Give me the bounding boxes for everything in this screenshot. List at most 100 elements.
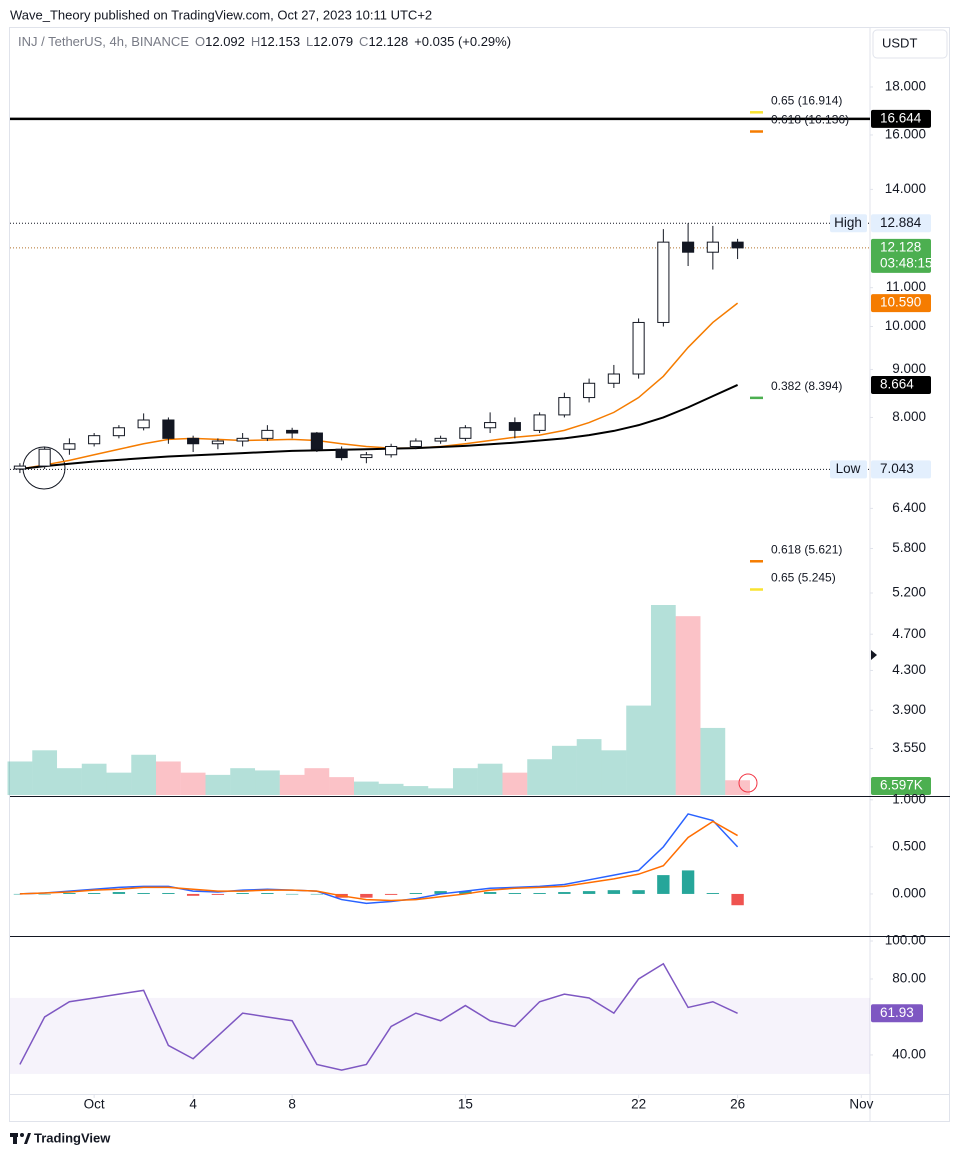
- fib-label: 0.618 (16.136): [771, 113, 849, 127]
- volume-bar: [601, 750, 627, 795]
- x-tick-label: 22: [631, 1097, 646, 1112]
- volume-bar: [81, 763, 107, 795]
- histogram-bar: [162, 892, 175, 894]
- volume-bar: [477, 763, 503, 795]
- y-tick-label: 0.000: [892, 885, 926, 900]
- volume-bar: [106, 772, 132, 795]
- symbol-line: INJ / TetherUS, 4h, BINANCE O12.092 H12.15…: [18, 34, 511, 49]
- candle-body: [112, 427, 125, 437]
- currency-button[interactable]: [872, 29, 948, 59]
- volume-bar: [304, 768, 330, 795]
- volume-bar: [329, 777, 354, 795]
- histogram-bar: [607, 890, 621, 894]
- moving-average: [19, 302, 739, 470]
- y-tick-label: 10.000: [885, 318, 926, 333]
- logo-mark: [13, 1133, 17, 1144]
- volume-bar: [378, 783, 404, 795]
- x-tick-label: Oct: [84, 1097, 105, 1112]
- histogram-bar: [360, 893, 373, 898]
- symbol-legend: INJ / TetherUS, 4h, BINANCE O12.092 H12.15…: [18, 34, 511, 49]
- y-tick-label: 5.200: [892, 585, 926, 600]
- y-tick-label: 18.000: [885, 79, 926, 94]
- fib-label: 0.618 (5.621): [771, 542, 842, 556]
- candle-body: [63, 443, 76, 450]
- candle-body: [607, 373, 620, 384]
- price-label: 12.128: [880, 239, 921, 254]
- volume-bar: [650, 605, 676, 795]
- volume-bar: [551, 745, 577, 795]
- volume-bar: [452, 768, 478, 795]
- histogram-bar: [706, 892, 720, 894]
- y-tick-label: 6.400: [892, 500, 926, 515]
- volume-bar: [7, 761, 33, 795]
- candle-body: [583, 382, 596, 399]
- y-tick-label: 80.00: [892, 971, 926, 986]
- histogram-bar: [38, 893, 51, 895]
- candle-body: [310, 432, 323, 450]
- volume-bar: [626, 705, 651, 795]
- y-tick-label: 9.000: [892, 361, 926, 376]
- price-label-box: [871, 460, 931, 479]
- candle-body: [409, 440, 422, 447]
- volume-bar: [428, 788, 453, 795]
- ohlc-key: C: [359, 34, 368, 49]
- volume-bar: [527, 759, 552, 795]
- countdown: 03:48:15: [880, 255, 933, 270]
- logo-mark: [24, 1133, 31, 1144]
- ohlc-key: L: [306, 34, 313, 49]
- price-label-box: [871, 109, 931, 128]
- candle-body: [88, 435, 101, 445]
- price-label: 16.644: [880, 110, 922, 125]
- level-tag: Low: [836, 461, 861, 476]
- price-label-box: [871, 294, 931, 313]
- y-tick-label: 3.550: [892, 740, 926, 755]
- candle-body: [731, 241, 744, 249]
- histogram-bar: [261, 892, 274, 894]
- chart-frame: [9, 27, 950, 1122]
- candle-body: [236, 437, 249, 442]
- y-tick-label: 5.800: [892, 540, 926, 555]
- x-tick-label: 8: [288, 1097, 296, 1112]
- level-tag-box: [830, 460, 867, 479]
- volume-label: 6.597K: [880, 778, 923, 793]
- x-tick-label: 4: [189, 1097, 197, 1112]
- histogram-bar: [310, 893, 324, 895]
- histogram-bar: [558, 892, 571, 894]
- histogram-bar: [657, 875, 670, 894]
- fib-label: 0.65 (5.245): [771, 571, 836, 585]
- candle-body: [335, 448, 348, 459]
- histogram-bar: [211, 893, 225, 895]
- price-label-box: [871, 375, 931, 394]
- rsi-label-box: [871, 1004, 923, 1023]
- y-tick-label: 16.000: [885, 127, 926, 142]
- indicator-line: [19, 962, 738, 1071]
- histogram-bar: [731, 893, 744, 906]
- price-label: 12.884: [880, 215, 922, 230]
- rsi-band: [10, 997, 870, 1074]
- volume-bar: [279, 774, 305, 795]
- currency[interactable]: USDT: [882, 35, 917, 50]
- histogram-bar: [285, 893, 299, 895]
- candle-body: [261, 429, 274, 439]
- volume-bar: [576, 739, 602, 795]
- logo-mark: [20, 1133, 24, 1137]
- y-tick-label: 1.000: [892, 791, 926, 806]
- histogram-bar: [533, 892, 546, 894]
- volume-bar: [180, 772, 206, 795]
- candle-body: [187, 437, 200, 445]
- x-tick-label: 26: [730, 1097, 745, 1112]
- volume-bar: [403, 786, 429, 795]
- candle-body: [13, 465, 26, 470]
- candle-body: [459, 427, 472, 439]
- indicator-line: [19, 813, 739, 905]
- candle-body: [360, 454, 373, 459]
- candle-body: [286, 429, 299, 434]
- volume-bar: [354, 781, 379, 795]
- y-tick-label: 3.900: [892, 702, 926, 717]
- candle-body: [385, 445, 398, 456]
- histogram-bar: [384, 893, 398, 895]
- rsi-label: 61.93: [880, 1005, 914, 1020]
- logo: [10, 1133, 31, 1144]
- volume-bar: [502, 772, 528, 795]
